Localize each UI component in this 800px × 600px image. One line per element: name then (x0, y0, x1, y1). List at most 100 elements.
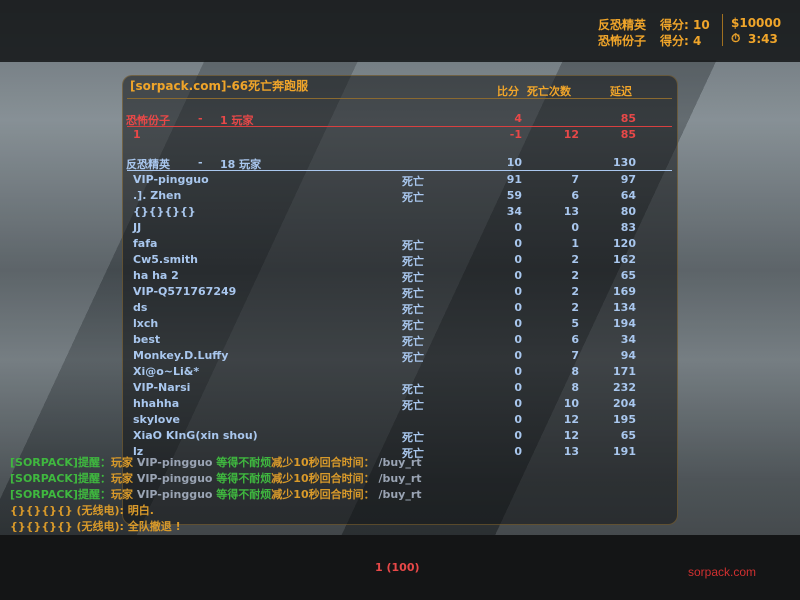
player-score: 0 (514, 285, 522, 298)
player-status: 死亡 (402, 287, 424, 300)
scoreboard-panel (122, 75, 678, 525)
player-score: 0 (514, 381, 522, 394)
chat-segment: 玩家 (110, 488, 137, 501)
player-name: lz (133, 445, 144, 458)
player-name: fafa (133, 237, 158, 250)
t-score: 得分: 4 (660, 34, 702, 48)
team-ping: 130 (613, 156, 636, 169)
player-score: 0 (514, 301, 522, 314)
chat-segment: VIP-pingguo (136, 472, 217, 485)
player-deaths: 7 (571, 349, 579, 362)
chat-segment: 减少10秒回合时间： (271, 472, 375, 485)
player-ping: 64 (620, 189, 636, 202)
player-name: ha ha 2 (133, 269, 179, 282)
player-ping: 134 (613, 301, 636, 314)
player-name: Xi@o~Li&* (133, 365, 200, 378)
player-score: 0 (514, 237, 522, 250)
column-ping: 延迟 (610, 85, 632, 98)
chat-line: [SORPACK]提醒：玩家 VIP-pingguo 等得不耐烦减少10秒回合时… (10, 486, 422, 502)
player-deaths: 12 (563, 413, 579, 426)
player-ping: 94 (620, 349, 636, 362)
player-deaths: 8 (571, 365, 579, 378)
chat-segment: /buy_rt (374, 488, 422, 501)
player-status: 死亡 (402, 319, 424, 332)
chat-segment: [SORPACK]提醒： (10, 456, 111, 469)
player-status: 死亡 (402, 303, 424, 316)
player-ping: 65 (620, 429, 636, 442)
player-score: 91 (506, 173, 522, 186)
player-name: .]. Zhen (133, 189, 182, 202)
player-deaths: 8 (571, 381, 579, 394)
player-deaths: 2 (571, 301, 579, 314)
player-ping: 169 (613, 285, 636, 298)
player-ping: 65 (620, 269, 636, 282)
player-name: Monkey.D.Luffy (133, 349, 229, 362)
t-divider (127, 126, 672, 127)
chat-segment: 等得不耐烦 (216, 456, 272, 469)
player-name: hhahha (133, 397, 180, 410)
stopwatch-icon: ⏱ (731, 31, 741, 45)
player-score: 0 (514, 397, 522, 410)
player-ping: 171 (613, 365, 636, 378)
player-status: 死亡 (402, 271, 424, 284)
watermark: sorpack.com (688, 565, 757, 579)
bottom-bar (0, 535, 800, 600)
player-ping: 80 (620, 205, 636, 218)
chat-line: [SORPACK]提醒：玩家 VIP-pingguo 等得不耐烦减少10秒回合时… (10, 454, 422, 470)
spectator-info: 1 (100) (375, 561, 420, 574)
header-divider (127, 98, 672, 99)
team-dash: - (198, 112, 203, 125)
top-bar (0, 0, 800, 62)
player-name: XiaO KInG(xin shou) (133, 429, 258, 442)
player-name: lxch (133, 317, 159, 330)
t-team-label: 恐怖份子 (598, 34, 647, 48)
chat-segment: VIP-pingguo (136, 488, 217, 501)
player-deaths: 6 (571, 333, 579, 346)
player-score: 59 (506, 189, 522, 202)
chat-segment: 等得不耐烦 (216, 488, 272, 501)
player-score: 0 (514, 429, 522, 442)
player-score: 0 (514, 253, 522, 266)
player-score: 0 (514, 269, 522, 282)
player-status: 死亡 (402, 431, 424, 444)
chat-segment: /buy_rt (374, 472, 422, 485)
player-score: 0 (514, 445, 522, 458)
column-deaths: 死亡次数 (527, 85, 571, 98)
player-score: 0 (514, 221, 522, 234)
player-deaths: 12 (563, 128, 579, 141)
chat-segment: [SORPACK]提醒： (10, 472, 111, 485)
team-ping: 85 (620, 112, 636, 125)
ct-score: 得分: 10 (660, 18, 710, 32)
player-status: 死亡 (402, 447, 424, 460)
player-score: 34 (506, 205, 522, 218)
player-name: VIP-Narsi (133, 381, 191, 394)
player-deaths: 12 (563, 429, 579, 442)
chat-segment: 等得不耐烦 (216, 472, 272, 485)
player-ping: 34 (620, 333, 636, 346)
player-deaths: 5 (571, 317, 579, 330)
player-status: 死亡 (402, 335, 424, 348)
player-name: JJ (133, 221, 142, 234)
player-ping: 120 (613, 237, 636, 250)
player-deaths: 10 (563, 397, 579, 410)
player-deaths: 2 (571, 285, 579, 298)
chat-segment: VIP-pingguo (136, 456, 217, 469)
player-deaths: 13 (563, 205, 579, 218)
hud-divider (722, 14, 723, 46)
player-deaths: 0 (571, 221, 579, 234)
player-ping: 162 (613, 253, 636, 266)
server-name: [sorpack.com]-66死亡奔跑服 (130, 79, 309, 93)
ct-divider (127, 170, 672, 171)
chat-line: [SORPACK]提醒：玩家 VIP-pingguo 等得不耐烦减少10秒回合时… (10, 470, 422, 486)
player-status: 死亡 (402, 175, 424, 188)
player-ping: 204 (613, 397, 636, 410)
player-status: 死亡 (402, 399, 424, 412)
player-score: 0 (514, 333, 522, 346)
player-score: -1 (509, 128, 522, 141)
player-score: 0 (514, 349, 522, 362)
player-deaths: 2 (571, 253, 579, 266)
player-name: {}{}{}{} (133, 205, 196, 218)
player-name: 1 (133, 128, 141, 141)
chat-segment: [SORPACK]提醒： (10, 488, 111, 501)
player-name: ds (133, 301, 148, 314)
